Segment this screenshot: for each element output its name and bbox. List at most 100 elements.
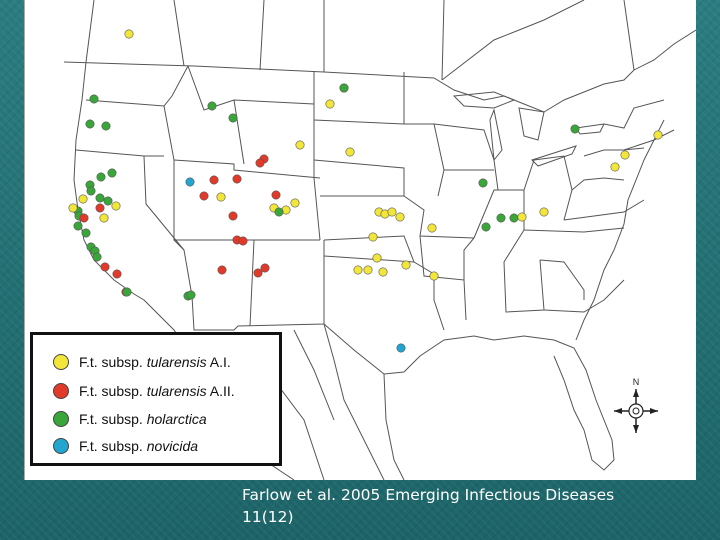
sample-point: [86, 186, 96, 196]
sample-point: [363, 265, 373, 275]
sample-point: [112, 269, 122, 279]
sample-point: [216, 192, 226, 202]
sample-point: [290, 198, 300, 208]
sample-point: [85, 119, 95, 129]
sample-point: [295, 140, 305, 150]
sample-point: [396, 343, 406, 353]
sample-point: [260, 263, 270, 273]
legend-subspecies: tularensis: [146, 383, 207, 399]
sample-point: [253, 268, 263, 278]
map-panel: N F.t. subsp. tularensis A.I. F.t. subsp…: [24, 0, 696, 480]
sample-point: [570, 124, 580, 134]
legend-subspecies: tularensis: [146, 354, 207, 370]
sample-point: [610, 162, 620, 172]
sample-point: [73, 221, 83, 231]
sample-point: [96, 172, 106, 182]
sample-point: [228, 113, 238, 123]
legend-subspecies: novicida: [146, 438, 199, 454]
us-map: N: [24, 0, 696, 480]
sample-points: [68, 29, 663, 353]
legend-item-holarctica: F.t. subsp. holarctica: [53, 409, 207, 429]
legend: F.t. subsp. tularensis A.I. F.t. subsp. …: [30, 332, 282, 466]
canada-border: [63, 29, 696, 113]
sample-point: [271, 190, 281, 200]
sample-point: [111, 201, 121, 211]
sample-point: [95, 203, 105, 213]
sample-point: [209, 175, 219, 185]
sample-point: [517, 212, 527, 222]
sample-point: [378, 267, 388, 277]
caption-line-1: Farlow et al. 2005 Emerging Infectious D…: [242, 486, 615, 504]
sample-point: [199, 191, 209, 201]
legend-item-novicida: F.t. subsp. novicida: [53, 436, 198, 456]
sample-point: [509, 213, 519, 223]
florida: [553, 339, 615, 471]
sample-point: [274, 207, 284, 217]
sample-point: [78, 194, 88, 204]
sample-point: [653, 130, 663, 140]
sample-point: [255, 158, 265, 168]
sample-point: [539, 207, 549, 217]
province-line-1: [85, 0, 95, 63]
sample-point: [620, 150, 630, 160]
sample-point: [122, 287, 132, 297]
lake-superior: [452, 91, 516, 109]
sample-point: [478, 178, 488, 188]
lake-ontario: [575, 123, 605, 135]
sample-point: [107, 168, 117, 178]
lake-huron: [518, 107, 545, 141]
sample-point: [185, 177, 195, 187]
sample-point: [387, 207, 397, 217]
sample-point: [368, 232, 378, 242]
legend-subspecies: holarctica: [146, 411, 207, 427]
compass-rose: N: [614, 377, 658, 433]
sample-point: [101, 121, 111, 131]
legend-prefix: F.t.: [79, 354, 98, 370]
compass-north-label: N: [633, 377, 640, 387]
legend-prefix: F.t.: [79, 383, 98, 399]
sample-point: [103, 196, 113, 206]
legend-item-tularensis-ai: F.t. subsp. tularensis A.I.: [53, 352, 231, 372]
sample-point: [68, 203, 78, 213]
sample-point: [372, 253, 382, 263]
sample-point: [92, 252, 102, 262]
lake-erie: [531, 145, 577, 167]
province-line-6: [623, 0, 635, 71]
citation-caption: Farlow et al. 2005 Emerging Infectious D…: [242, 484, 702, 528]
sample-point: [228, 211, 238, 221]
legend-prefix: F.t.: [79, 411, 98, 427]
legend-swatch: [53, 383, 69, 399]
sample-point: [238, 236, 248, 246]
sample-point: [427, 223, 437, 233]
east-coast: [575, 119, 665, 341]
sample-point: [99, 213, 109, 223]
province-line-3: [259, 0, 265, 71]
sample-point: [345, 147, 355, 157]
sample-point: [339, 83, 349, 93]
sample-point: [429, 271, 439, 281]
sample-point: [89, 94, 99, 104]
sample-point: [395, 212, 405, 222]
sample-point: [496, 213, 506, 223]
sample-point: [186, 290, 196, 300]
sample-point: [353, 265, 363, 275]
sample-point: [95, 193, 105, 203]
sample-point: [124, 29, 134, 39]
west-coast: [73, 61, 145, 301]
legend-swatch: [53, 411, 69, 427]
legend-swatch: [53, 354, 69, 370]
gulf-coast: [323, 323, 555, 375]
sample-point: [325, 99, 335, 109]
province-line-5: [441, 0, 585, 81]
sample-point: [81, 228, 91, 238]
sample-point: [401, 260, 411, 270]
caption-line-2: 11(12): [242, 508, 294, 526]
legend-prefix: F.t.: [79, 438, 98, 454]
sample-point: [232, 174, 242, 184]
legend-swatch: [53, 438, 69, 454]
sample-point: [217, 265, 227, 275]
sample-point: [481, 222, 491, 232]
sample-point: [79, 213, 89, 223]
legend-item-tularensis-aii: F.t. subsp. tularensis A.II.: [53, 381, 235, 401]
sample-point: [100, 262, 110, 272]
